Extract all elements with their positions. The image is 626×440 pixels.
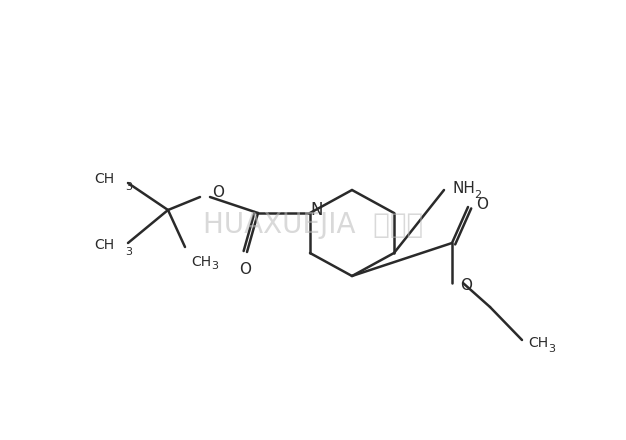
Text: 3: 3 bbox=[211, 261, 218, 271]
Text: CH: CH bbox=[94, 238, 114, 252]
Text: N: N bbox=[310, 201, 323, 219]
Text: CH: CH bbox=[94, 172, 114, 186]
Text: 3: 3 bbox=[548, 344, 555, 354]
Text: CH: CH bbox=[528, 336, 548, 350]
Text: 3: 3 bbox=[125, 247, 132, 257]
Text: O: O bbox=[476, 197, 488, 212]
Text: O: O bbox=[239, 262, 251, 277]
Text: O: O bbox=[460, 279, 472, 293]
Text: HUAXUEJIA  化学加: HUAXUEJIA 化学加 bbox=[203, 211, 423, 239]
Text: O: O bbox=[212, 184, 224, 199]
Text: CH: CH bbox=[191, 255, 211, 269]
Text: 2: 2 bbox=[474, 190, 481, 200]
Text: 3: 3 bbox=[125, 182, 132, 192]
Text: NH: NH bbox=[452, 180, 475, 195]
